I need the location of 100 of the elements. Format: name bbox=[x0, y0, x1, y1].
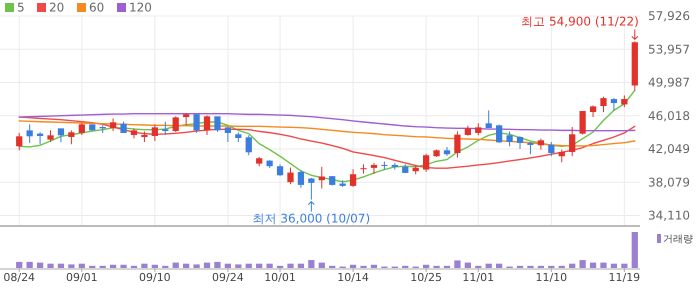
candlestick bbox=[120, 121, 127, 134]
bar bbox=[214, 262, 221, 268]
bar bbox=[183, 264, 190, 268]
bar bbox=[36, 262, 44, 268]
candlestick bbox=[590, 104, 596, 118]
bar bbox=[496, 264, 502, 268]
candlestick bbox=[183, 112, 190, 126]
candlestick bbox=[16, 132, 22, 151]
x-tick-label: 09/01 bbox=[66, 271, 98, 284]
bar bbox=[579, 260, 586, 268]
bar bbox=[266, 264, 273, 268]
candlestick bbox=[422, 153, 430, 172]
x-tick-label: 10/25 bbox=[410, 271, 442, 284]
candlestick bbox=[36, 132, 44, 145]
bar bbox=[621, 264, 628, 268]
candlestick bbox=[370, 162, 378, 174]
candlestick bbox=[214, 116, 221, 132]
candlestick bbox=[152, 124, 158, 142]
bar bbox=[246, 264, 252, 268]
x-tick-label: 11/19 bbox=[608, 271, 640, 284]
candlestick bbox=[506, 130, 513, 147]
candlestick bbox=[318, 166, 325, 189]
candlestick bbox=[527, 142, 534, 155]
candlestick bbox=[58, 128, 64, 143]
x-tick-label: 11/10 bbox=[535, 271, 568, 284]
candlestick bbox=[464, 125, 471, 136]
candlestick bbox=[204, 114, 210, 136]
legend-label: 5 bbox=[17, 0, 25, 14]
candlestick bbox=[308, 177, 314, 200]
legend-label: 20 bbox=[49, 0, 64, 14]
bar bbox=[308, 260, 314, 268]
candlestick bbox=[486, 110, 492, 129]
candlestick bbox=[287, 167, 294, 185]
candlestick bbox=[538, 138, 544, 150]
bar bbox=[454, 260, 461, 268]
candlestick bbox=[26, 124, 33, 144]
bar bbox=[298, 264, 304, 268]
y-tick-label: 38,079 bbox=[648, 175, 690, 190]
y-tick-label: 46,018 bbox=[648, 108, 690, 123]
candlestick bbox=[548, 142, 554, 157]
candlestick bbox=[224, 126, 232, 143]
bar bbox=[152, 264, 158, 268]
legend-label: 120 bbox=[129, 0, 152, 14]
annotation: 최고 54,900 (11/22) bbox=[521, 14, 639, 28]
bar bbox=[610, 264, 618, 268]
bar bbox=[47, 264, 54, 268]
candlestick bbox=[350, 168, 356, 188]
bar bbox=[632, 232, 638, 268]
bar bbox=[204, 262, 210, 268]
x-tick-label: 11/01 bbox=[462, 271, 494, 284]
candlestick bbox=[475, 122, 482, 136]
candlestick bbox=[579, 110, 586, 136]
candlestick bbox=[110, 118, 116, 132]
x-tick-label: 08/24 bbox=[3, 271, 36, 284]
bar bbox=[256, 264, 262, 268]
x-tick-label: 10/01 bbox=[264, 271, 296, 284]
candlestick bbox=[276, 164, 284, 176]
bar bbox=[287, 264, 294, 268]
candlestick bbox=[600, 96, 607, 113]
candlestick bbox=[516, 136, 524, 150]
annotation: 최저 36,000 (10/07) bbox=[252, 212, 370, 226]
y-tick-label: 42,049 bbox=[648, 142, 690, 156]
bar bbox=[486, 264, 492, 268]
candlestick bbox=[172, 116, 179, 132]
bar bbox=[172, 262, 179, 268]
candlestick bbox=[496, 124, 502, 144]
bar bbox=[600, 262, 607, 268]
bar bbox=[224, 264, 232, 268]
candlestick bbox=[256, 156, 262, 167]
y-tick-label: 53,957 bbox=[648, 42, 690, 56]
bar bbox=[235, 264, 242, 268]
candlestick bbox=[621, 94, 628, 108]
candlestick bbox=[610, 98, 618, 111]
bar bbox=[464, 262, 471, 268]
legend-label: 60 bbox=[89, 0, 104, 14]
x-tick-label: 09/24 bbox=[212, 271, 244, 284]
y-tick-label: 34,110 bbox=[648, 208, 690, 223]
candlestick bbox=[193, 113, 200, 134]
bar bbox=[590, 262, 596, 268]
bar bbox=[58, 264, 64, 268]
candlestick bbox=[569, 126, 576, 157]
candlestick bbox=[130, 128, 138, 139]
bar bbox=[193, 264, 200, 268]
candlestick bbox=[141, 130, 148, 143]
bar bbox=[26, 262, 33, 268]
candlestick bbox=[162, 121, 168, 136]
candlestick bbox=[78, 122, 85, 136]
candlestick bbox=[246, 134, 252, 156]
bar bbox=[78, 264, 85, 268]
candlestick bbox=[68, 130, 75, 145]
candlestick bbox=[454, 130, 461, 158]
candlestick bbox=[558, 149, 565, 163]
x-tick-label: 10/14 bbox=[337, 271, 369, 284]
candlestick bbox=[360, 164, 367, 174]
y-tick-label: 57,926 bbox=[648, 9, 690, 24]
y-tick-label: 49,987 bbox=[648, 76, 690, 90]
x-tick-label: 09/10 bbox=[139, 271, 171, 284]
candlestick bbox=[235, 132, 242, 143]
candlestick bbox=[298, 170, 304, 188]
bar bbox=[68, 264, 75, 268]
